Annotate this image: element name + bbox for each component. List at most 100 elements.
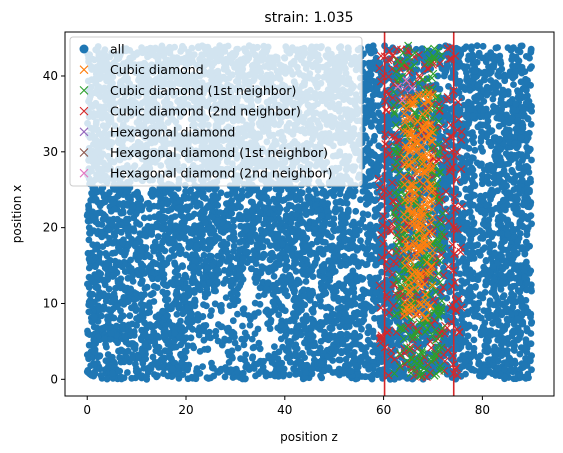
data-point-all bbox=[362, 350, 369, 357]
data-point-all bbox=[217, 189, 225, 197]
data-point-all bbox=[458, 277, 466, 284]
data-point-all bbox=[193, 367, 200, 375]
data-point-all bbox=[489, 95, 497, 103]
data-point-all bbox=[483, 91, 491, 99]
data-point-all bbox=[359, 210, 367, 218]
data-point-all bbox=[468, 45, 475, 53]
data-point-all bbox=[485, 347, 493, 354]
data-point-all bbox=[509, 298, 516, 306]
data-point-all bbox=[516, 350, 524, 358]
data-point-all bbox=[124, 369, 131, 376]
data-point-all bbox=[104, 351, 112, 358]
data-point-all bbox=[335, 356, 343, 364]
data-point-all bbox=[246, 364, 254, 371]
data-point-all bbox=[234, 344, 242, 352]
data-point-all bbox=[292, 370, 300, 378]
data-point-all bbox=[525, 168, 533, 176]
data-point-all bbox=[210, 283, 218, 291]
data-point-all bbox=[477, 234, 484, 242]
data-point-all bbox=[125, 232, 132, 240]
data-point-all bbox=[319, 250, 327, 258]
data-point-all bbox=[309, 308, 317, 316]
data-point-all bbox=[311, 186, 319, 193]
data-point-all bbox=[479, 42, 487, 50]
data-point-all bbox=[129, 278, 137, 285]
data-point-all bbox=[509, 168, 516, 176]
data-point-all bbox=[112, 284, 119, 292]
data-point-all bbox=[105, 285, 113, 293]
data-point-all bbox=[230, 295, 238, 303]
data-point-all bbox=[240, 305, 248, 313]
data-point-all bbox=[477, 144, 485, 152]
data-point-all bbox=[509, 303, 517, 311]
data-point-all bbox=[86, 229, 93, 237]
data-point-all bbox=[335, 297, 342, 305]
data-point-all bbox=[375, 109, 382, 117]
data-point-all bbox=[302, 278, 310, 285]
data-point-all bbox=[228, 347, 236, 355]
data-point-all bbox=[140, 214, 148, 222]
data-point-all bbox=[357, 237, 364, 245]
data-point-all bbox=[270, 273, 278, 280]
data-point-all bbox=[523, 349, 531, 356]
data-point-all bbox=[473, 42, 481, 50]
data-point-all bbox=[474, 241, 481, 249]
data-point-all bbox=[214, 337, 222, 345]
data-point-all bbox=[149, 353, 157, 361]
data-point-all bbox=[156, 349, 164, 357]
data-point-all bbox=[256, 300, 264, 308]
data-point-all bbox=[498, 65, 506, 73]
data-point-all bbox=[243, 333, 251, 340]
data-point-all bbox=[315, 293, 323, 301]
data-point-all bbox=[255, 292, 263, 300]
data-point-all bbox=[147, 229, 155, 237]
data-point-all bbox=[310, 356, 318, 364]
data-point-all bbox=[481, 289, 489, 296]
data-point-all bbox=[114, 279, 122, 287]
data-point-all bbox=[271, 369, 278, 377]
data-point-all bbox=[199, 206, 207, 214]
data-point-all bbox=[184, 342, 192, 350]
data-point-all bbox=[141, 319, 148, 327]
data-point-all bbox=[201, 293, 209, 301]
data-point-all bbox=[222, 294, 230, 301]
data-point-all bbox=[279, 343, 287, 351]
data-point-all bbox=[163, 289, 171, 297]
data-point-all bbox=[229, 317, 237, 325]
data-point-all bbox=[208, 359, 215, 367]
data-point-all bbox=[237, 355, 245, 363]
data-point-all bbox=[506, 98, 513, 106]
data-point-all bbox=[490, 275, 498, 283]
data-point-all bbox=[255, 339, 263, 347]
data-point-all bbox=[140, 231, 148, 239]
data-point-all bbox=[297, 188, 304, 196]
data-point-all bbox=[212, 332, 220, 340]
data-point-all bbox=[482, 278, 490, 285]
data-point-all bbox=[242, 351, 250, 358]
data-point-all bbox=[518, 151, 526, 159]
chart-title: strain: 1.035 bbox=[264, 10, 353, 26]
data-point-all bbox=[305, 186, 313, 194]
data-point-all bbox=[501, 77, 509, 85]
data-point-all bbox=[100, 191, 108, 199]
data-point-all bbox=[322, 245, 330, 253]
data-point-all bbox=[106, 189, 113, 196]
data-point-all bbox=[516, 288, 524, 296]
data-point-all bbox=[378, 268, 385, 276]
data-point-all bbox=[317, 344, 324, 352]
data-point-all bbox=[527, 121, 535, 128]
data-point-all bbox=[188, 213, 196, 220]
data-point-all bbox=[275, 311, 283, 319]
data-point-all bbox=[234, 310, 241, 318]
data-point-all bbox=[468, 214, 476, 221]
data-point-all bbox=[239, 322, 246, 330]
data-point-all bbox=[288, 238, 295, 246]
data-point-all bbox=[111, 205, 118, 213]
data-point-all bbox=[122, 268, 130, 275]
data-point-all bbox=[509, 202, 517, 210]
data-point-all bbox=[376, 59, 384, 67]
data-point-all bbox=[337, 303, 345, 311]
data-point-all bbox=[510, 81, 517, 88]
